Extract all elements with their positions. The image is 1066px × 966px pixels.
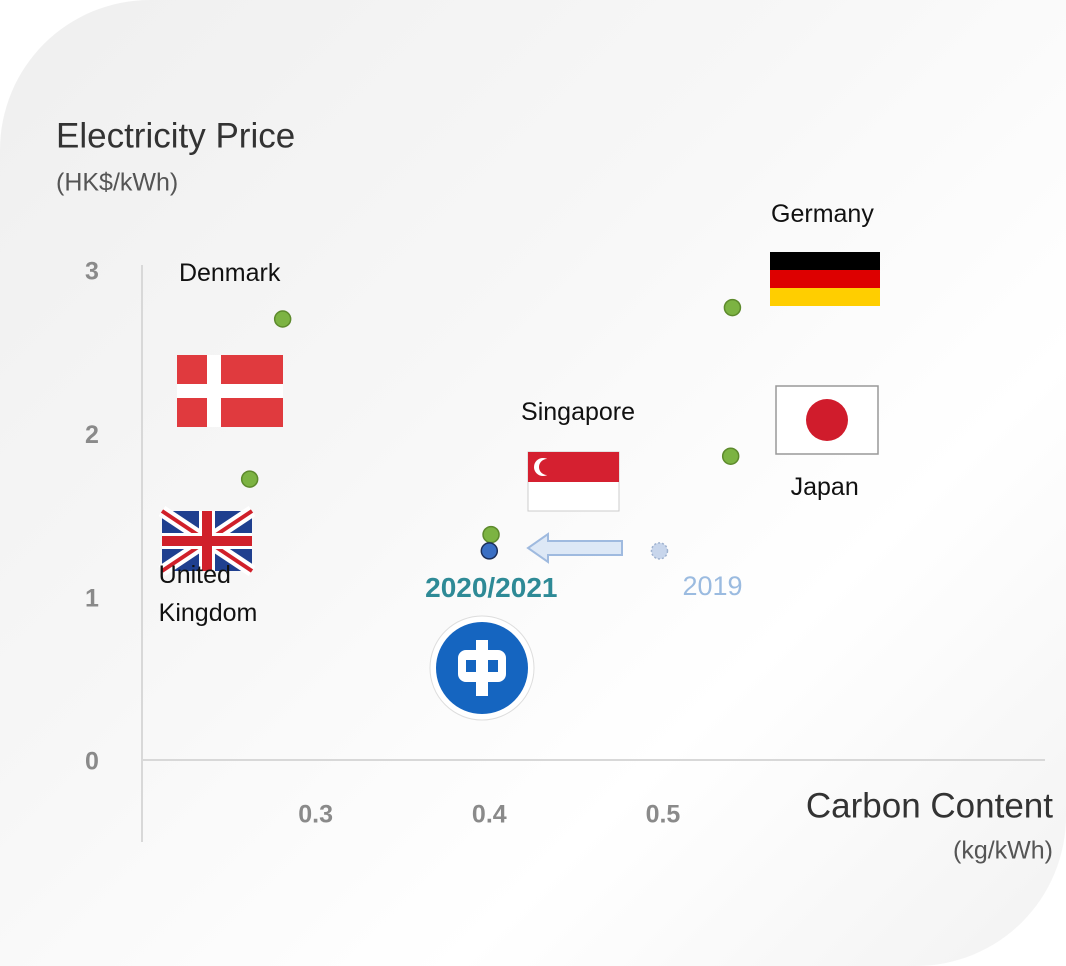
y-tick-label: 2: [85, 421, 99, 449]
data-point: [273, 310, 292, 328]
point-label: Denmark: [178, 259, 281, 287]
point-label: United Kingdom: [158, 561, 258, 628]
flag-uk: [158, 506, 256, 576]
data-point: [480, 542, 499, 560]
x-axis-title: Carbon Content: [806, 786, 1053, 825]
y-axis-unit: (HK$/kWh): [56, 169, 178, 197]
data-point: [721, 447, 740, 465]
point-label: Japan: [790, 473, 859, 502]
change-arrow: [526, 532, 623, 564]
data-point: [482, 525, 500, 544]
point-label: 2020/2021: [425, 571, 558, 603]
y-tick-label: 3: [85, 258, 99, 286]
point-label: 2019: [682, 570, 743, 601]
data-point: [650, 542, 669, 560]
company-logo: [429, 615, 535, 721]
flag-denmark: [177, 355, 283, 427]
x-tick-label: 0.5: [646, 801, 681, 829]
point-label: Germany: [771, 199, 874, 228]
data-point: [240, 470, 259, 488]
data-point: [723, 298, 742, 317]
flag-japan: [775, 385, 879, 455]
x-tick-label: 0.3: [298, 801, 333, 829]
point-label: Singapore: [521, 397, 636, 426]
y-axis-title: Electricity Price: [56, 116, 295, 155]
x-tick-label: 0.4: [472, 801, 507, 829]
flag-germany: [770, 252, 880, 306]
y-tick-label: 1: [85, 584, 99, 612]
y-tick-label: 0: [85, 748, 99, 776]
flag-singapore: [527, 451, 620, 512]
x-axis-unit: (kg/kWh): [953, 837, 1053, 865]
